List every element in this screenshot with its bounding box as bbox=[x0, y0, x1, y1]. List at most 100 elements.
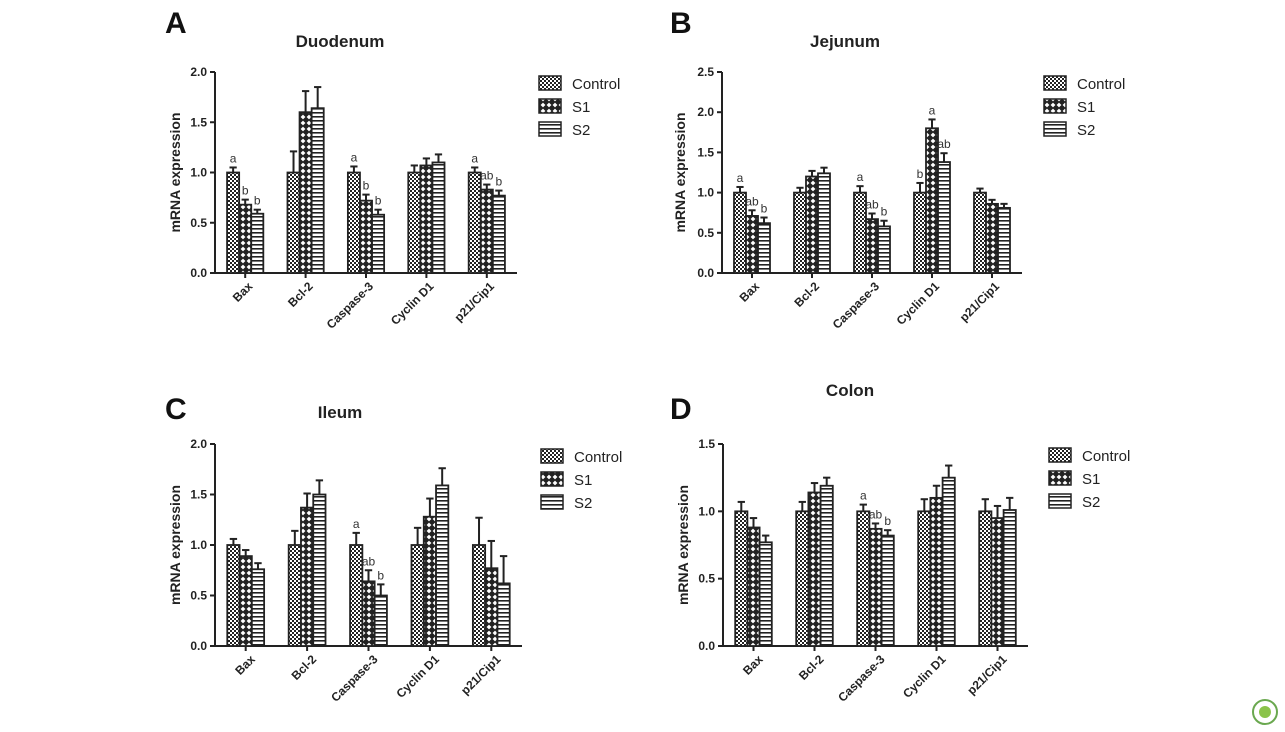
significance-label: ab bbox=[362, 554, 376, 568]
legend-swatch-s2 bbox=[1043, 121, 1067, 137]
chart-panel-d: D Colon mRNA expression 0.0 0.5 1.0 1.5 Bax Bcl-… bbox=[670, 381, 1130, 705]
bar-control-p21-cip1 bbox=[471, 544, 487, 647]
x-tick-label: Bcl-2 bbox=[796, 652, 827, 683]
bar-s1-bax bbox=[746, 526, 761, 647]
bar-control-cyclin-d1 bbox=[913, 191, 927, 274]
x-tick-label: Cyclin D1 bbox=[388, 279, 437, 328]
y-tick-label: 2.0 bbox=[190, 437, 207, 451]
bar-control-bcl-2 bbox=[793, 191, 807, 274]
significance-label: a bbox=[857, 170, 864, 184]
y-tick-label: 0.5 bbox=[190, 589, 207, 603]
significance-label: b bbox=[377, 568, 384, 582]
x-tick-label: Bcl-2 bbox=[289, 652, 320, 683]
significance-label: a bbox=[351, 150, 358, 164]
y-tick-label: 1.0 bbox=[190, 538, 207, 552]
y-tick-label: 0.0 bbox=[190, 266, 207, 280]
bar-control-caspase-3 bbox=[853, 191, 867, 274]
bar-s2-caspase-3 bbox=[880, 534, 895, 647]
bar-s1-bax bbox=[745, 215, 759, 274]
significance-label: a bbox=[860, 489, 867, 503]
y-tick-label: 1.0 bbox=[698, 504, 715, 518]
legend-label: S1 bbox=[1077, 99, 1095, 116]
y-tick-label: 0.0 bbox=[698, 639, 715, 653]
y-tick-label: 2.0 bbox=[190, 65, 207, 79]
bar-s2-p21-cip1 bbox=[997, 206, 1011, 274]
bar-s1-p21-cip1 bbox=[990, 517, 1005, 647]
y-tick-label: 0.5 bbox=[698, 572, 715, 586]
bar-s1-bcl-2 bbox=[300, 506, 315, 647]
bar-s2-caspase-3 bbox=[371, 213, 386, 274]
chart-title: Ileum bbox=[318, 403, 362, 422]
bar-s1-p21-cip1 bbox=[484, 567, 499, 647]
bar-s2-bax bbox=[250, 568, 266, 647]
x-tick-label: p21/Cip1 bbox=[964, 652, 1009, 697]
significance-label: a bbox=[737, 171, 744, 185]
chart-title: Colon bbox=[826, 381, 874, 400]
bar-s2-bax bbox=[757, 222, 771, 274]
significance-label: b bbox=[884, 514, 891, 528]
y-axis-label: mRNA expression bbox=[672, 112, 688, 232]
legend-label: S1 bbox=[572, 99, 590, 116]
legend-label: Control bbox=[1082, 448, 1130, 465]
significance-label: a bbox=[230, 151, 237, 165]
x-tick-label: Bax bbox=[232, 652, 258, 678]
x-tick-label: Bcl-2 bbox=[285, 279, 316, 310]
significance-label: ab bbox=[480, 169, 494, 183]
y-tick-label: 1.0 bbox=[697, 186, 714, 200]
significance-label: b bbox=[254, 194, 261, 208]
x-tick-label: p21/Cip1 bbox=[458, 652, 503, 697]
legend-label: Control bbox=[574, 449, 622, 466]
y-tick-label: 1.5 bbox=[190, 488, 207, 502]
bar-s1-cyclin-d1 bbox=[925, 127, 939, 274]
panel-letter: D bbox=[670, 393, 692, 426]
significance-label: b bbox=[242, 184, 249, 198]
x-tick-label: Caspase-3 bbox=[328, 652, 381, 705]
bar-s2-bcl-2 bbox=[310, 107, 325, 274]
bar-s2-bax bbox=[758, 541, 773, 647]
x-tick-label: Caspase-3 bbox=[830, 279, 883, 332]
significance-label: b bbox=[761, 202, 768, 216]
significance-label: b bbox=[363, 179, 370, 193]
legend-label: S2 bbox=[574, 495, 592, 512]
x-tick-label: p21/Cip1 bbox=[957, 279, 1002, 324]
y-tick-label: 1.5 bbox=[698, 437, 715, 451]
panel-letter: C bbox=[165, 393, 187, 426]
bar-control-bcl-2 bbox=[795, 510, 810, 647]
bar-control-bax bbox=[733, 191, 747, 274]
legend-swatch-control bbox=[538, 75, 562, 91]
chart-title: Jejunum bbox=[810, 32, 880, 51]
bar-s2-cyclin-d1 bbox=[435, 484, 450, 647]
legend-swatch-control bbox=[1048, 447, 1072, 463]
y-tick-label: 2.0 bbox=[697, 105, 714, 119]
bar-s1-bax bbox=[238, 203, 253, 274]
bar-control-caspase-3 bbox=[856, 510, 871, 647]
legend-label: S2 bbox=[1082, 494, 1100, 511]
bar-s2-cyclin-d1 bbox=[431, 161, 446, 274]
legend-swatch-control bbox=[1043, 75, 1067, 91]
significance-label: ab bbox=[869, 507, 883, 521]
bar-s2-bcl-2 bbox=[817, 172, 831, 274]
significance-label: b bbox=[881, 205, 888, 219]
chart-title: Duodenum bbox=[296, 32, 385, 51]
legend-label: S2 bbox=[1077, 122, 1095, 139]
bar-control-cyclin-d1 bbox=[917, 510, 932, 647]
legend-label: Control bbox=[1077, 76, 1125, 93]
bar-s2-bcl-2 bbox=[819, 484, 834, 647]
chart-panel-c: C Ileum mRNA expression 0.0 0.5 1.0 1.5 2.0 Bax B… bbox=[165, 393, 622, 705]
significance-label: a bbox=[471, 151, 478, 165]
bar-s2-p21-cip1 bbox=[1002, 509, 1017, 647]
bar-s1-caspase-3 bbox=[868, 527, 883, 647]
bar-control-cyclin-d1 bbox=[410, 544, 425, 647]
chart-panel-b: B Jejunum mRNA expression 0.0 0.5 1.0 1.5 2.0 2.… bbox=[670, 7, 1125, 332]
y-axis-label: mRNA expression bbox=[167, 485, 183, 605]
panel-letter: A bbox=[165, 7, 187, 40]
x-tick-label: Caspase-3 bbox=[324, 279, 377, 332]
y-tick-label: 0.0 bbox=[190, 639, 207, 653]
bar-s1-bcl-2 bbox=[805, 175, 819, 274]
significance-label: a bbox=[929, 103, 936, 117]
bar-s2-bcl-2 bbox=[312, 493, 327, 647]
y-tick-label: 1.0 bbox=[190, 166, 207, 180]
significance-label: ab bbox=[937, 137, 951, 151]
bar-s1-caspase-3 bbox=[865, 218, 879, 274]
significance-label: b bbox=[496, 175, 503, 189]
